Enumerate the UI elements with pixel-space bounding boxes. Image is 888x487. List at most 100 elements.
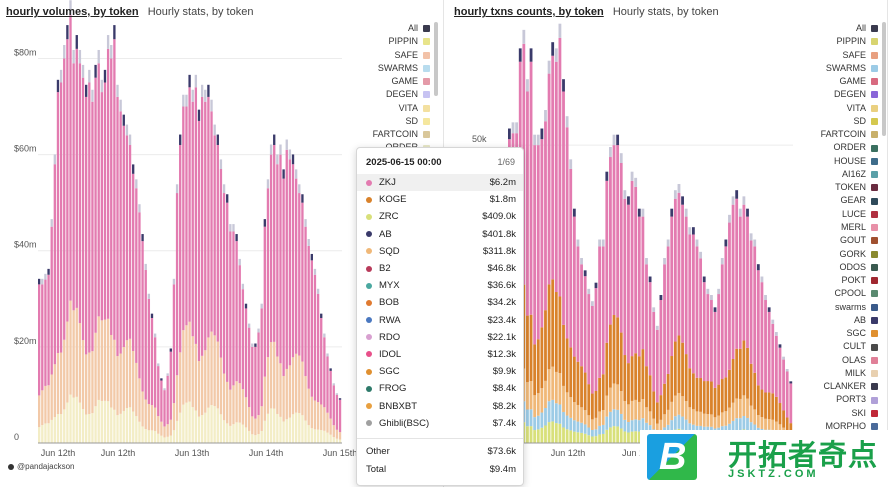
volumes-bar-segment[interactable] bbox=[135, 362, 138, 417]
txns-bar-segment[interactable] bbox=[771, 323, 775, 394]
txns-bar-segment[interactable] bbox=[645, 407, 648, 423]
txns-bar-segment[interactable] bbox=[619, 162, 623, 333]
txns-bar-segment[interactable] bbox=[533, 417, 537, 431]
txns-bar-segment[interactable] bbox=[551, 421, 555, 443]
volumes-bar-segment[interactable] bbox=[332, 437, 335, 443]
volumes-bar-segment[interactable] bbox=[38, 427, 41, 443]
txns-bar-segment[interactable] bbox=[627, 363, 630, 405]
volumes-bar-cap[interactable] bbox=[144, 263, 147, 270]
txns-bar-segment[interactable] bbox=[756, 385, 760, 416]
volumes-bar-segment[interactable] bbox=[160, 421, 163, 436]
txns-bar-segment[interactable] bbox=[648, 425, 652, 435]
volumes-bar-cap[interactable] bbox=[285, 139, 288, 150]
txns-bar-segment[interactable] bbox=[695, 411, 699, 426]
volumes-bar-segment[interactable] bbox=[207, 96, 210, 338]
txns-bar-cap[interactable] bbox=[746, 208, 749, 217]
volumes-bar-segment[interactable] bbox=[179, 352, 182, 413]
txns-bar-segment[interactable] bbox=[612, 145, 616, 316]
txns-bar-segment[interactable] bbox=[764, 300, 767, 393]
txns-bar-segment[interactable] bbox=[580, 407, 583, 423]
volumes-bar-cap[interactable] bbox=[59, 69, 63, 83]
txns-bar-segment[interactable] bbox=[717, 384, 721, 416]
volumes-bar-cap[interactable] bbox=[276, 154, 279, 165]
txns-bar-segment[interactable] bbox=[652, 418, 656, 430]
volumes-bar-segment[interactable] bbox=[47, 423, 50, 443]
volumes-bar-segment[interactable] bbox=[169, 435, 172, 443]
volumes-bar-segment[interactable] bbox=[282, 178, 285, 376]
txns-bar-segment[interactable] bbox=[735, 418, 739, 431]
txns-bar-segment[interactable] bbox=[587, 435, 591, 443]
txns-bar-segment[interactable] bbox=[738, 418, 742, 431]
volumes-bar-cap[interactable] bbox=[38, 278, 41, 285]
volumes-bar-segment[interactable] bbox=[254, 346, 257, 419]
volumes-bar-cap[interactable] bbox=[150, 313, 154, 319]
volumes-bar-segment[interactable] bbox=[329, 370, 332, 419]
txns-bar-segment[interactable] bbox=[753, 246, 757, 373]
volumes-legend-item[interactable]: All bbox=[348, 22, 430, 35]
txns-bar-cap[interactable] bbox=[691, 227, 695, 235]
txns-bar-segment[interactable] bbox=[666, 373, 670, 410]
txns-bar-segment[interactable] bbox=[594, 417, 598, 430]
txns-bar-segment[interactable] bbox=[688, 423, 692, 434]
volumes-bar-segment[interactable] bbox=[157, 416, 160, 434]
volumes-bar-segment[interactable] bbox=[238, 383, 241, 423]
txns-bar-segment[interactable] bbox=[637, 216, 641, 357]
txns-bar-segment[interactable] bbox=[774, 421, 778, 431]
txns-bar-segment[interactable] bbox=[533, 344, 537, 396]
volumes-bar-segment[interactable] bbox=[329, 434, 332, 443]
txns-bar-segment[interactable] bbox=[774, 335, 778, 397]
txns-legend-item[interactable]: MILK bbox=[798, 367, 878, 380]
txns-bar-segment[interactable] bbox=[612, 409, 616, 427]
volumes-bar-cap[interactable] bbox=[238, 258, 241, 266]
txns-bar-segment[interactable] bbox=[742, 416, 746, 430]
txns-bar-cap[interactable] bbox=[735, 190, 739, 199]
txns-bar-segment[interactable] bbox=[616, 145, 620, 318]
volumes-bar-cap[interactable] bbox=[313, 268, 317, 275]
volumes-bar-segment[interactable] bbox=[251, 346, 254, 417]
txns-bar-segment[interactable] bbox=[731, 359, 735, 403]
txns-legend-item[interactable]: OLAS bbox=[798, 354, 878, 367]
txns-bar-segment[interactable] bbox=[785, 417, 789, 431]
txns-bar-cap[interactable] bbox=[616, 134, 620, 146]
txns-bar-segment[interactable] bbox=[609, 427, 612, 443]
volumes-bar-segment[interactable] bbox=[122, 347, 125, 411]
volumes-bar-segment[interactable] bbox=[175, 193, 179, 376]
volumes-bar-segment[interactable] bbox=[69, 15, 72, 301]
volumes-bar-segment[interactable] bbox=[247, 407, 251, 431]
txns-bar-segment[interactable] bbox=[699, 378, 703, 412]
volumes-bar-cap[interactable] bbox=[185, 94, 188, 107]
txns-bar-segment[interactable] bbox=[627, 422, 630, 433]
txns-bar-segment[interactable] bbox=[681, 204, 684, 343]
txns-bar-segment[interactable] bbox=[558, 37, 562, 297]
volumes-bar-segment[interactable] bbox=[200, 415, 204, 443]
txns-bar-segment[interactable] bbox=[540, 327, 544, 389]
txns-bar-segment[interactable] bbox=[670, 401, 674, 421]
volumes-bar-segment[interactable] bbox=[244, 308, 248, 398]
volumes-bar-segment[interactable] bbox=[210, 111, 213, 332]
txns-bar-segment[interactable] bbox=[713, 387, 717, 418]
volumes-bar-cap[interactable] bbox=[100, 79, 104, 93]
volumes-bar-segment[interactable] bbox=[185, 402, 188, 443]
volumes-bar-cap[interactable] bbox=[288, 149, 292, 160]
txns-bar-segment[interactable] bbox=[540, 412, 544, 428]
volumes-bar-segment[interactable] bbox=[53, 364, 56, 418]
volumes-bar-segment[interactable] bbox=[153, 430, 157, 443]
volumes-bar-segment[interactable] bbox=[69, 394, 72, 443]
txns-bar-segment[interactable] bbox=[641, 216, 645, 350]
txns-bar-segment[interactable] bbox=[677, 414, 681, 429]
txns-bar-segment[interactable] bbox=[746, 216, 749, 348]
txns-bar-segment[interactable] bbox=[782, 359, 785, 411]
txns-bar-segment[interactable] bbox=[713, 417, 717, 429]
txns-bar-segment[interactable] bbox=[627, 404, 630, 423]
volumes-bar-segment[interactable] bbox=[194, 343, 198, 411]
txns-bar-cap[interactable] bbox=[637, 208, 641, 217]
volumes-bar-cap[interactable] bbox=[241, 283, 245, 290]
txns-bar-cap[interactable] bbox=[533, 134, 537, 146]
volumes-bar-segment[interactable] bbox=[288, 365, 292, 418]
txns-bar-segment[interactable] bbox=[612, 383, 616, 410]
volumes-bar-segment[interactable] bbox=[179, 144, 182, 353]
volumes-bar-cap[interactable] bbox=[219, 159, 223, 170]
volumes-bar-cap[interactable] bbox=[113, 25, 116, 40]
volumes-bar-segment[interactable] bbox=[301, 361, 304, 416]
txns-bar-segment[interactable] bbox=[670, 216, 674, 357]
